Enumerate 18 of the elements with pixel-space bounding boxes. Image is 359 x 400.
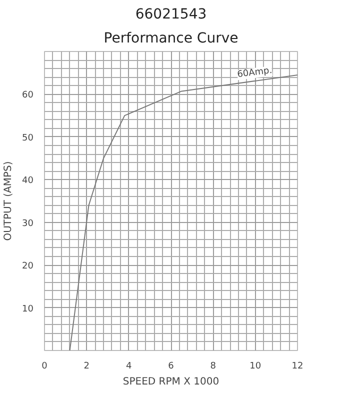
y-tick-label: 40 — [22, 176, 34, 186]
x-tick-label: 6 — [168, 362, 174, 372]
x-tick-label: 12 — [292, 362, 304, 372]
x-tick-label: 0 — [42, 362, 48, 372]
x-tick-label: 8 — [210, 362, 216, 372]
x-tick-label: 4 — [126, 362, 132, 372]
y-tick-label: 60 — [22, 90, 34, 101]
y-axis-title: OUTPUT (AMPS) — [3, 161, 14, 241]
chart-subtitle: Performance Curve — [104, 30, 238, 46]
y-tick-label: 20 — [22, 262, 34, 272]
chart-title: 66021543 — [135, 6, 207, 22]
y-tick-label: 50 — [22, 133, 34, 144]
x-tick-label: 2 — [84, 362, 90, 372]
y-tick-label: 30 — [22, 218, 34, 229]
y-tick-label: 10 — [22, 304, 34, 314]
x-tick-label: 10 — [250, 362, 262, 372]
annotation: 60Amp. — [236, 66, 273, 80]
x-axis-title: SPEED RPM X 1000 — [122, 376, 220, 388]
